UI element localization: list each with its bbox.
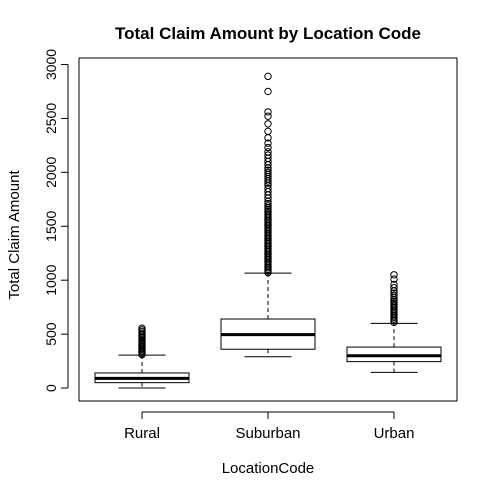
outlier-point [138, 324, 146, 332]
box-suburban [220, 72, 316, 358]
outlier-point [264, 148, 272, 156]
y-tick-label: 500 [43, 322, 59, 346]
outlier-point [390, 289, 398, 297]
outlier-point [264, 87, 272, 96]
y-tick-label: 0 [43, 384, 59, 392]
y-tick-label: 2500 [43, 103, 59, 134]
chart-title: Total Claim Amount by Location Code [115, 24, 421, 43]
outlier-point [264, 72, 272, 81]
outlier-point [390, 275, 398, 283]
x-tick-label: Suburban [235, 425, 300, 442]
outlier-point [264, 166, 272, 174]
y-tick-label: 3000 [43, 49, 59, 80]
x-tick-label: Rural [124, 425, 160, 442]
outlier-point [264, 199, 272, 208]
outlier-point [390, 271, 398, 279]
x-axis: Rural Suburban Urban [124, 411, 415, 442]
outlier-point [264, 151, 272, 159]
outlier-point [390, 291, 398, 299]
outlier-point [264, 127, 272, 136]
boxes [94, 72, 442, 389]
y-tick-label: 1000 [43, 264, 59, 295]
y-tick-label: 1500 [43, 210, 59, 241]
outlier-point [264, 184, 272, 193]
outlier-point [264, 112, 272, 120]
box-urban [346, 271, 442, 373]
outlier-point [264, 139, 272, 147]
outlier-point [390, 280, 398, 289]
outlier-point [390, 284, 398, 292]
outlier-point [264, 143, 272, 152]
x-axis-label: LocationCode [222, 460, 315, 477]
x-tick-label: Urban [374, 425, 415, 442]
outlier-point [264, 202, 272, 210]
outlier-point [264, 120, 272, 128]
y-axis: 0 500 1000 1500 2000 2500 3000 [43, 49, 69, 392]
outlier-point [264, 168, 272, 177]
outlier-point [264, 108, 272, 116]
y-axis-label: Total Claim Amount [6, 170, 23, 300]
y-tick-label: 2000 [43, 157, 59, 188]
box-rural [94, 324, 190, 389]
plot-frame [78, 57, 458, 402]
